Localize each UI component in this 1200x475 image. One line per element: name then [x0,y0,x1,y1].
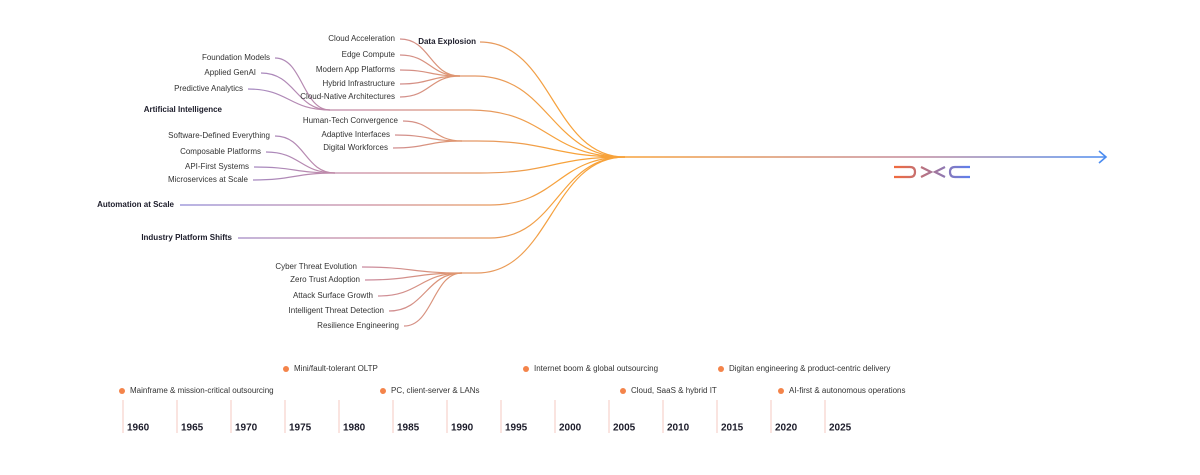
item-label: Attack Surface Growth [293,291,373,300]
item-label: Cyber Threat Evolution [275,262,357,271]
connector [462,140,626,158]
branch-label: Automation at Scale [97,200,174,209]
item-label: Applied GenAI [204,68,256,77]
event-dot [380,388,386,394]
connector [402,120,463,142]
year-label: 2025 [829,423,852,434]
event-dot [119,388,125,394]
connector [247,88,331,111]
connector [335,156,626,174]
year-label: 1980 [343,423,366,434]
year-label: 1990 [451,423,474,434]
year-label: 2000 [559,423,582,434]
item-label: Predictive Analytics [174,84,243,93]
connector [462,156,626,274]
connector [265,151,336,174]
connector [274,57,331,111]
event-label: Cloud, SaaS & hybrid IT [631,386,717,395]
logo [894,165,970,179]
event-label: PC, client-server & LANs [391,386,479,395]
arrow-head [1098,150,1108,164]
year-label: 1965 [181,423,204,434]
connector [403,272,463,327]
connector [377,272,463,297]
connector [361,266,463,274]
item-label: Edge Compute [342,50,396,59]
item-label: API-First Systems [185,162,249,171]
event-dot [778,388,784,394]
item-label: Resilience Engineering [317,321,399,330]
connector [460,75,626,158]
connector [180,156,626,206]
item-label: Composable Platforms [180,147,261,156]
connector [388,272,463,312]
event-label: Mini/fault-tolerant OLTP [294,364,378,373]
connector [260,72,331,111]
year-label: 2015 [721,423,744,434]
event-label: Mainframe & mission-critical outsourcing [130,386,274,395]
item-label: Modern App Platforms [316,65,395,74]
item-label: Cloud Acceleration [328,34,395,43]
item-label: Microservices at Scale [168,175,249,184]
year-label: 1995 [505,423,528,434]
item-label: Cloud-Native Architectures [300,92,395,101]
year-label: 2010 [667,423,690,434]
year-label: 1985 [397,423,420,434]
branch-label: Artificial Intelligence [144,105,223,114]
item-label: Human-Tech Convergence [303,116,399,125]
connector [479,41,626,158]
event-label: Digitan engineering & product-centric de… [729,364,890,373]
event-label: Internet boom & global outsourcing [534,364,658,373]
connector [330,109,626,158]
year-label: 2005 [613,423,636,434]
item-label: Adaptive Interfaces [322,130,390,139]
item-label: Zero Trust Adoption [290,275,360,284]
branch-label: Data Explosion [418,37,476,46]
event-dot [718,366,724,372]
item-label: Software-Defined Everything [168,131,270,140]
event-dot [620,388,626,394]
event-label: AI-first & autonomous operations [789,386,906,395]
year-label: 1975 [289,423,312,434]
connector [399,75,461,98]
year-label: 2020 [775,423,798,434]
connector [238,156,626,239]
item-label: Digital Workforces [323,143,388,152]
connector [364,272,463,281]
item-label: Hybrid Infrastructure [323,79,396,88]
event-dot [283,366,289,372]
item-label: Intelligent Threat Detection [289,306,384,315]
year-label: 1970 [235,423,258,434]
year-label: 1960 [127,423,150,434]
connector [392,140,463,149]
branch-label: Industry Platform Shifts [141,233,232,242]
event-dot [523,366,529,372]
item-label: Foundation Models [202,53,270,62]
connector [252,172,336,181]
